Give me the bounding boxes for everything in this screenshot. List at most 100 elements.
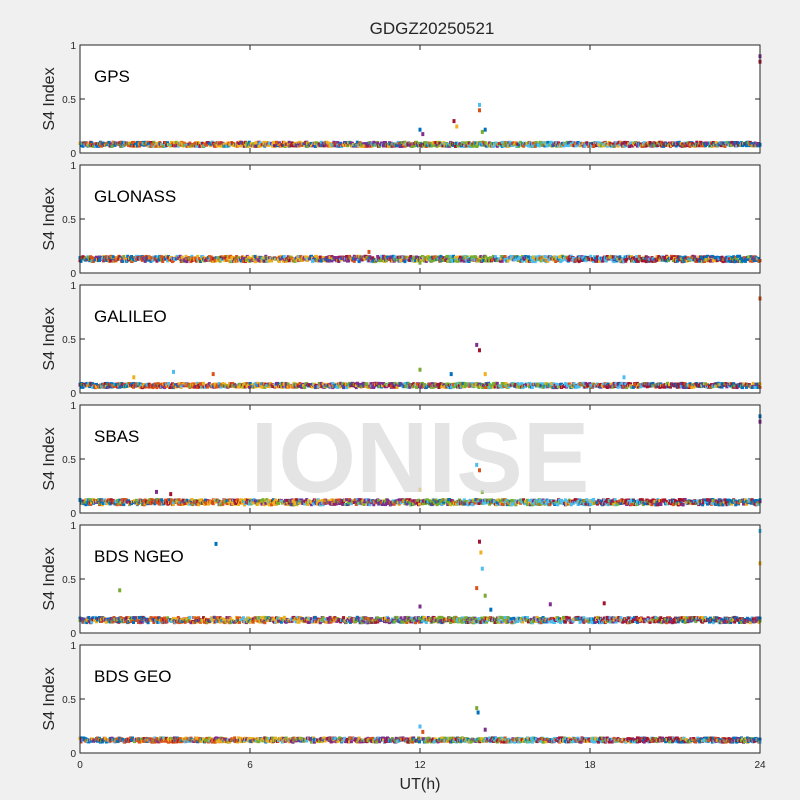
data-point <box>197 383 201 387</box>
data-point <box>666 381 670 385</box>
spike-point <box>418 260 422 265</box>
data-point <box>674 144 678 148</box>
data-point <box>695 140 699 144</box>
data-point <box>196 499 200 503</box>
data-point <box>160 255 164 259</box>
data-point <box>624 382 628 386</box>
spike-point <box>418 367 422 372</box>
data-point <box>500 259 504 263</box>
data-point <box>708 255 712 259</box>
data-point <box>184 254 188 258</box>
data-point <box>235 502 239 505</box>
data-point <box>581 256 585 260</box>
data-point <box>160 498 164 502</box>
data-point <box>284 382 288 386</box>
data-point <box>220 144 224 148</box>
data-point <box>462 259 466 263</box>
data-point <box>623 140 627 144</box>
data-point <box>687 386 691 389</box>
data-point <box>464 141 468 145</box>
data-point <box>92 144 96 148</box>
data-point <box>267 259 271 263</box>
data-point <box>592 257 596 261</box>
data-point <box>303 502 307 506</box>
data-point <box>90 141 94 145</box>
data-point <box>431 385 435 389</box>
data-point <box>242 382 246 386</box>
data-point <box>142 383 146 386</box>
data-point <box>409 255 413 259</box>
data-point <box>451 259 455 263</box>
data-point <box>513 384 517 388</box>
data-point <box>373 141 377 145</box>
data-point <box>460 384 464 388</box>
data-point <box>708 144 712 148</box>
data-point <box>121 498 125 502</box>
data-point <box>685 385 689 389</box>
data-point <box>214 385 218 389</box>
data-point <box>115 503 119 507</box>
data-point <box>709 141 713 145</box>
data-point <box>149 259 153 263</box>
data-point <box>519 256 523 260</box>
data-point <box>630 141 634 145</box>
data-point <box>298 140 302 144</box>
data-point <box>735 257 739 261</box>
data-point <box>218 144 222 148</box>
data-point <box>429 385 433 389</box>
data-point <box>156 141 160 145</box>
data-point <box>552 382 556 386</box>
data-point <box>346 144 349 148</box>
data-point <box>636 259 640 263</box>
data-point <box>189 260 193 264</box>
data-point <box>82 255 86 259</box>
spike-point <box>483 372 487 377</box>
data-point <box>150 498 154 502</box>
data-point <box>109 142 113 146</box>
data-point <box>267 144 271 147</box>
data-point <box>643 256 647 260</box>
data-point <box>240 498 243 502</box>
data-point <box>441 144 445 148</box>
data-point <box>306 144 310 148</box>
data-point <box>511 255 515 259</box>
data-point <box>138 498 142 502</box>
data-point <box>376 255 380 258</box>
data-point <box>237 256 241 260</box>
data-point <box>368 255 372 259</box>
data-point <box>177 502 181 506</box>
data-point <box>324 143 328 147</box>
data-point <box>88 498 92 502</box>
data-point <box>313 145 317 148</box>
data-point <box>534 141 538 144</box>
data-point <box>197 259 201 263</box>
data-point <box>674 383 678 387</box>
data-point <box>277 501 280 505</box>
data-point <box>157 258 161 262</box>
data-point <box>348 254 351 258</box>
data-point <box>703 260 706 263</box>
data-point <box>209 257 213 261</box>
data-point <box>437 143 441 147</box>
data-point <box>245 382 249 386</box>
data-point <box>190 254 194 258</box>
data-point <box>319 381 323 385</box>
data-point <box>213 500 217 504</box>
data-point <box>714 141 718 145</box>
data-point <box>198 385 202 389</box>
data-point <box>433 144 437 148</box>
data-point <box>205 385 209 389</box>
data-point <box>741 256 744 260</box>
data-point <box>654 142 658 145</box>
y-tick-label: 0.5 <box>62 335 76 346</box>
data-point <box>102 385 106 389</box>
data-point <box>540 384 544 387</box>
y-tick-label: 0 <box>70 389 76 400</box>
data-point <box>546 140 550 144</box>
data-point <box>133 256 136 260</box>
data-point <box>201 141 205 145</box>
data-point <box>281 259 285 263</box>
data-point <box>580 259 584 262</box>
data-point <box>742 256 746 260</box>
data-point <box>629 382 633 386</box>
